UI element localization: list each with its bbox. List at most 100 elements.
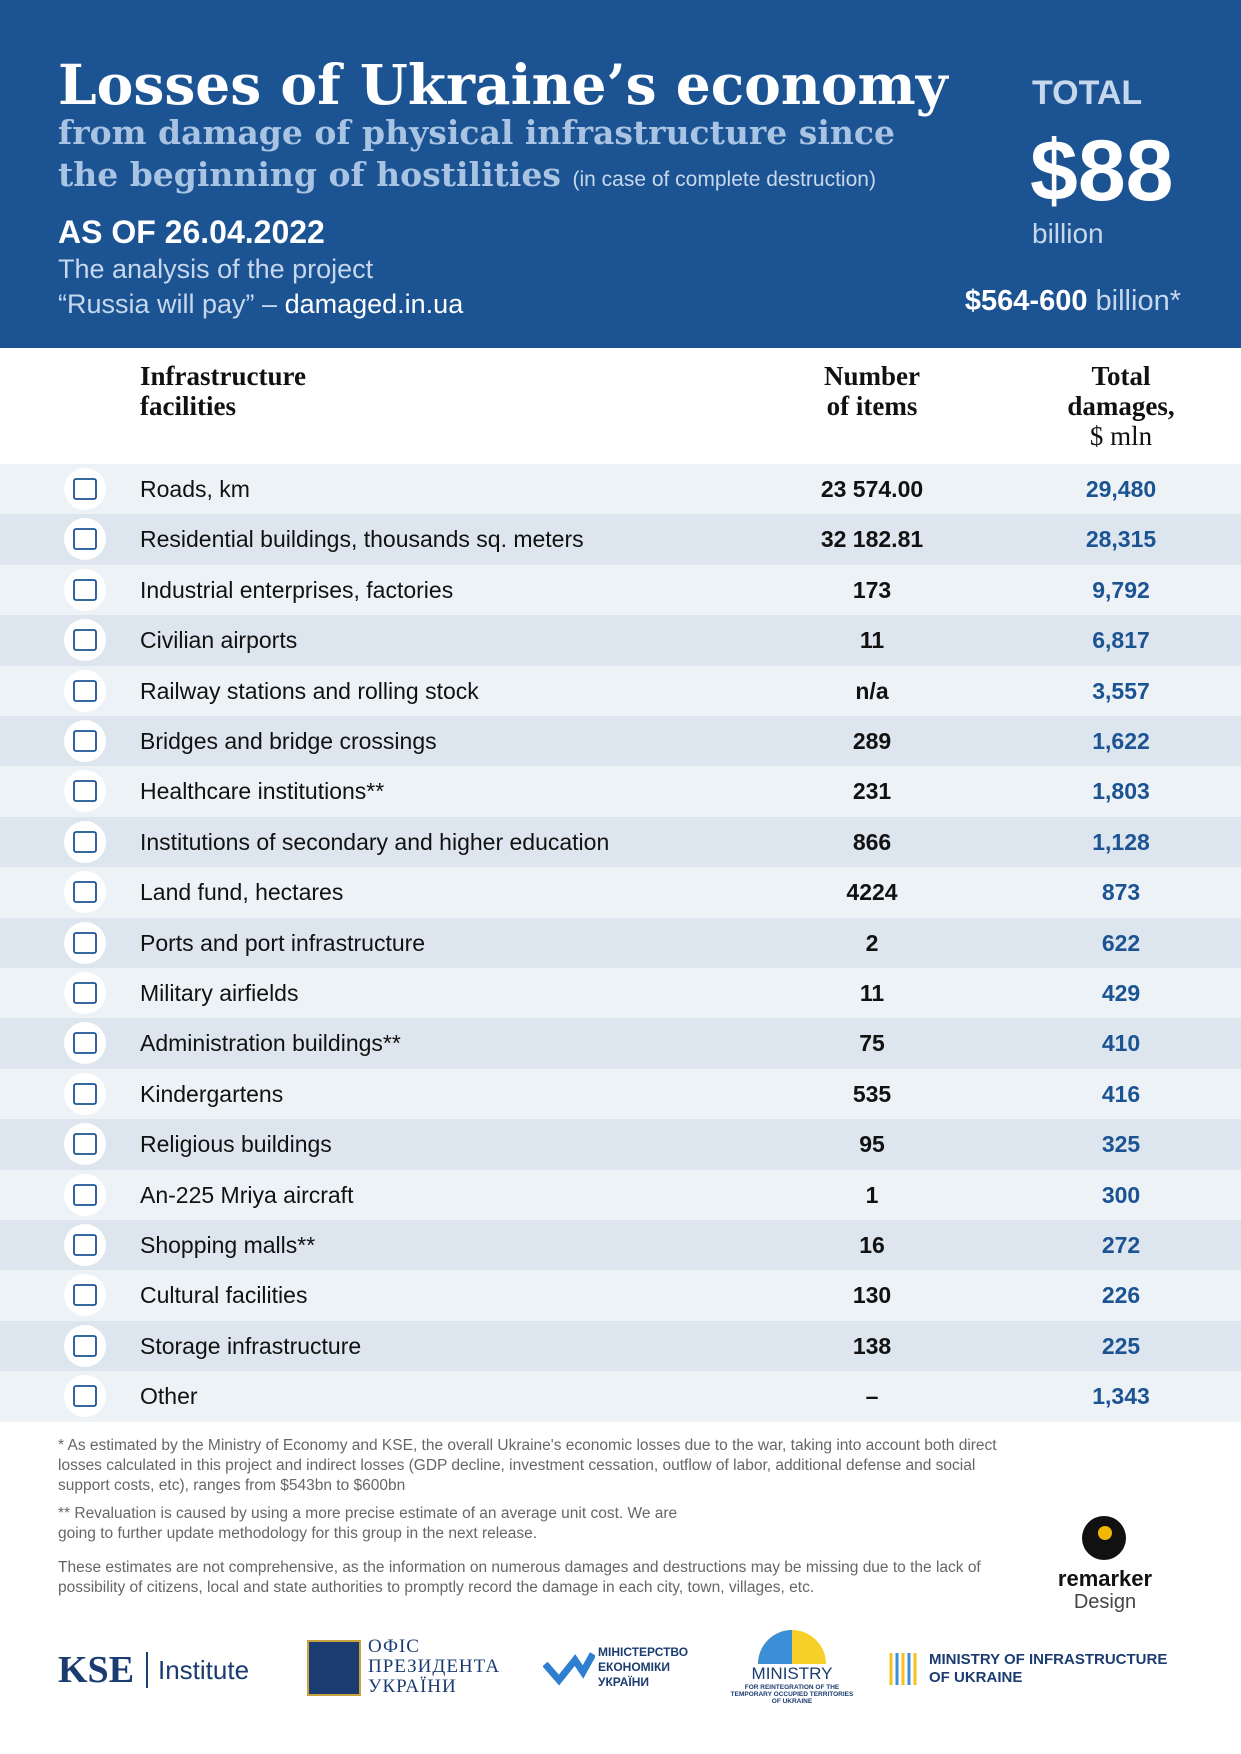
site-link[interactable]: damaged.in.ua [284,289,464,319]
icon-bg [64,518,106,561]
total-damage: 1,803 [1092,778,1150,805]
row-icon [64,669,106,712]
facility: Military airfields [140,980,299,1006]
facility: Kindergartens [140,1080,284,1107]
range-value: $564-600 [964,285,1088,317]
icon-bg [64,669,106,712]
total-damage: 1,622 [1092,728,1150,754]
total-damage: 300 [1101,1181,1141,1208]
facility: Civilian airports [140,627,298,654]
as-of: AS OF 26.04.2022 [58,214,325,250]
infra-mark [889,1653,917,1685]
divider [146,1652,148,1688]
row-icon [64,921,106,964]
table-row: Healthcare institutions** 231 1,803 [0,766,1241,817]
icon-shape [73,730,97,752]
item-count: 23 574.00 [820,476,924,502]
total-damage: 1,343 [1092,1383,1150,1410]
remarker-logo [1082,1516,1126,1560]
icon-bg [64,1173,106,1216]
icon-shape [73,578,97,601]
infrastructure-ministry: MINISTRY OF INFRASTRUCTURE OF UKRAINE [929,1651,1168,1686]
footnote: These estimates are not comprehensive, a… [58,1559,981,1596]
analysis: “Russia will pay” – damaged.in.ua [58,289,463,320]
analysis: The analysis of the project [58,254,374,284]
icon-shape [73,1234,97,1256]
table-row: Land fund, hectares 4224 873 [0,867,1241,918]
icon-shape [73,1082,97,1105]
sun-half [758,1630,792,1664]
table-row: Kindergartens 535 416 [0,1068,1241,1120]
icon-bg [64,972,106,1014]
icon-bg [64,871,106,914]
row-icon [64,1274,106,1317]
item-count: 138 [852,1332,892,1359]
table-body: Roads, km 23 574.00 29,480 Residential buil… [0,464,1241,1422]
row-icon [64,770,106,813]
subtitle-text: the beginning of hostilities [58,155,561,194]
total-damage: 873 [1101,879,1141,906]
total-damage: 429 [1101,980,1141,1006]
item-count: 231 [852,778,892,805]
icon-shape [73,1284,97,1307]
facility: Railway stations and rolling stock [140,677,479,704]
reintegration-sub: FOR REINTEGRATION OF THE TEMPORARY OCCUP… [730,1684,854,1705]
subtitle: the beginning of hostilities (in case of… [58,155,876,194]
range-unit: billion* [1095,285,1181,317]
total-damage: 416 [1101,1080,1141,1107]
table-row: Industrial enterprises, factories 173 9,79… [0,564,1241,616]
row-icon [64,1324,106,1367]
total-damage: 272 [1101,1232,1141,1258]
row-icon [64,1375,106,1418]
icon-bg [64,921,106,964]
icon-bg [64,1324,106,1367]
item-count: 16 [859,1232,885,1258]
item-count: 32 182.81 [820,526,924,553]
facility: Land fund, hectares [140,879,344,906]
total-damage: 410 [1101,1030,1141,1057]
row-icon [64,1022,106,1065]
table-row: Other – 1,343 [0,1371,1241,1422]
reintegration-ministry: MINISTRY [751,1664,833,1683]
facility: Roads, km [140,476,250,502]
item-count: 11 [859,627,885,654]
title: Losses of Ukraine’s economy [58,52,948,117]
icon-shape [73,1032,97,1055]
icon-bg [64,1072,106,1115]
table-row: Religious buildings 95 325 [0,1119,1241,1170]
icon-bg [64,1224,106,1266]
icon-shape [73,629,97,652]
item-count: 11 [859,980,885,1006]
table-row: Residential buildings, thousands sq. met… [0,514,1241,565]
total-damage: 3,557 [1092,677,1150,704]
table-row: Storage infrastructure 138 225 [0,1320,1241,1372]
table-row: Administration buildings** 75 410 [0,1018,1241,1069]
table-row: Ports and port infrastructure 2 622 [0,917,1241,968]
icon-bg [64,1022,106,1065]
facility: Industrial enterprises, factories [140,576,454,603]
emblem [307,1640,361,1696]
total-damage: 29,480 [1085,476,1157,502]
row-icon [64,468,106,510]
item-count: n/a [855,677,889,704]
table-row: Cultural facilities 130 226 [0,1270,1241,1321]
footnote: * As estimated by the Ministry of Econom… [58,1437,997,1494]
row-icon [64,518,106,561]
icon-shape [73,1183,97,1206]
column-header: Infrastructure facilities [140,361,306,421]
header: Losses of Ukraine’s economy from damage … [0,0,1241,348]
item-count: 1 [865,1181,879,1208]
table-row: Roads, km 23 574.00 29,480 [0,464,1241,515]
icon-shape [73,679,97,702]
icon-bg [64,720,106,762]
item-count: 866 [852,828,892,855]
item-count: 2 [865,929,879,956]
total-damage: 225 [1101,1332,1141,1359]
item-count: 173 [852,576,892,603]
row-icon [64,972,106,1014]
icon-shape [73,1334,97,1357]
president-office: ОФІС ПРЕЗИДЕНТА УКРАЇНИ [368,1636,501,1697]
total-damage: 325 [1101,1131,1141,1158]
icon-bg [64,770,106,813]
facility: Cultural facilities [140,1282,308,1309]
